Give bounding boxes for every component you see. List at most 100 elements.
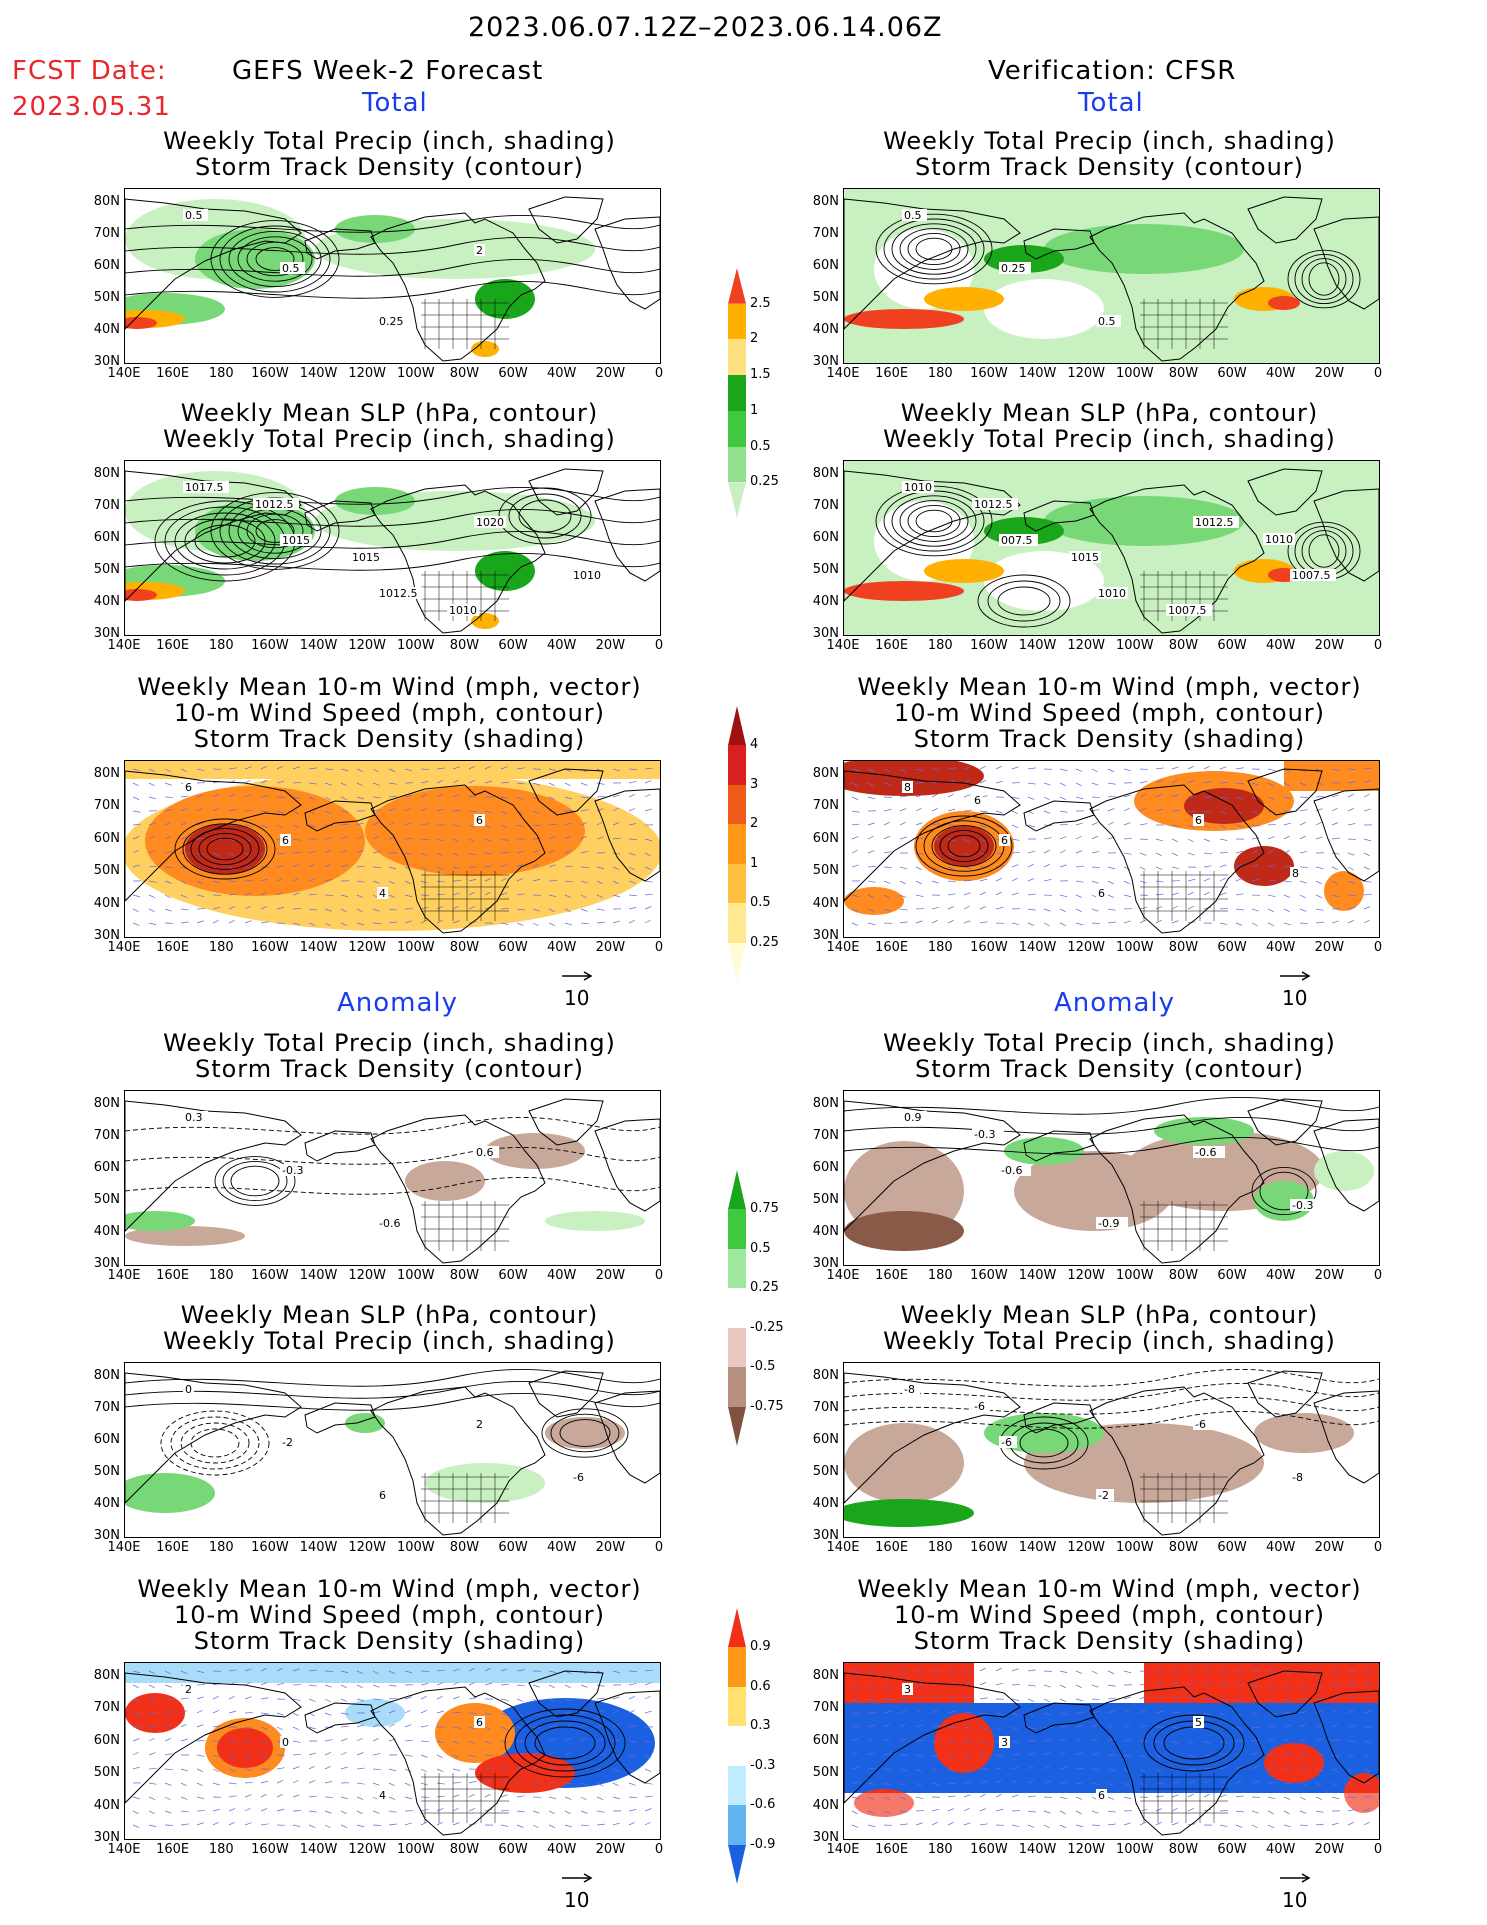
lon-tick-label: 160E <box>156 638 190 653</box>
colorbar-label: 0.9 <box>750 1639 771 1655</box>
svg-text:0: 0 <box>282 1736 289 1749</box>
lat-tick-label: 80N <box>93 1096 120 1111</box>
title-fcst-total-slp: Weekly Mean SLP (hPa, contour) Weekly To… <box>122 400 657 452</box>
svg-text:6: 6 <box>476 1716 483 1729</box>
lon-tick-label: 180 <box>208 366 234 381</box>
map-verif-total-precip: 0.5 0.25 0.5 <box>843 188 1380 364</box>
title-verif-total-precip: Weekly Total Precip (inch, shading) Stor… <box>842 128 1377 180</box>
lon-tick-label: 100W <box>396 1540 435 1555</box>
lon-tick-label: 140E <box>107 1842 141 1857</box>
svg-text:6: 6 <box>379 1489 386 1502</box>
lon-tick-label: 60W <box>1217 1842 1247 1857</box>
lat-tick-label: 40N <box>812 322 839 337</box>
svg-text:8: 8 <box>904 781 911 794</box>
colorbar-label: 3 <box>750 776 759 792</box>
lat-tick-label: 40N <box>812 594 839 609</box>
svg-text:-8: -8 <box>904 1383 915 1396</box>
lat-tick-label: 80N <box>93 1668 120 1683</box>
svg-text:1010: 1010 <box>449 604 477 617</box>
vector-ref-fcst-total: 10 <box>560 962 596 1010</box>
colorbar-label: 1 <box>750 855 759 871</box>
colorbar-swatch <box>728 1647 746 1687</box>
map-canvas: -8 -6 -2 -6 -8 -6 <box>844 1368 1379 1536</box>
colorbar-label: 1 <box>750 402 759 418</box>
lat-tick-label: 80N <box>812 466 839 481</box>
lon-tick-label: 160W <box>251 638 289 653</box>
lon-tick-label: 140E <box>107 940 141 955</box>
colorbar-label: 0.25 <box>750 1280 779 1296</box>
map-canvas: 0 -2 6 2 -6 <box>125 1368 660 1536</box>
lon-tick-label: 140E <box>826 1842 860 1857</box>
map-canvas: 0.9 -0.6 -0.9 -0.6 -0.3 -0.3 <box>844 1096 1379 1264</box>
lon-tick-label: 160E <box>156 1540 190 1555</box>
lon-tick-label: 140E <box>826 366 860 381</box>
lon-tick-label: 160W <box>970 1540 1008 1555</box>
lon-tick-label: 120W <box>1067 1842 1105 1857</box>
svg-text:-0.3: -0.3 <box>282 1164 303 1177</box>
lon-tick-label: 120W <box>348 1268 386 1283</box>
svg-text:0.25: 0.25 <box>379 315 404 328</box>
lon-tick-label: 0 <box>1373 1268 1383 1283</box>
lat-tick-label: 40N <box>93 1224 120 1239</box>
svg-text:6: 6 <box>1001 834 1008 847</box>
lon-tick-label: 40W <box>547 366 577 381</box>
svg-text:1015: 1015 <box>1071 551 1099 564</box>
lat-tick-label: 60N <box>93 530 120 545</box>
colorbar-swatch <box>728 942 746 982</box>
lat-tick-label: 70N <box>812 1700 839 1716</box>
colorbar-swatch <box>728 375 746 411</box>
colorbar-label: 0.5 <box>750 1240 771 1256</box>
lon-tick-label: 80W <box>449 638 480 653</box>
lat-tick-label: 70N <box>93 798 120 814</box>
lon-tick-label: 180 <box>927 1540 953 1555</box>
lat-tick-label: 50N <box>812 1765 839 1781</box>
map-canvas: 0.5 0.5 0.25 2 <box>125 196 660 362</box>
colorbar-swatch <box>728 903 746 943</box>
svg-text:1012.5: 1012.5 <box>379 587 418 600</box>
lon-tick-label: 160W <box>251 1268 289 1283</box>
lon-tick-label: 180 <box>208 1842 234 1857</box>
lon-tick-label: 40W <box>547 940 577 955</box>
title-line-2: 10-m Wind Speed (mph, contour) <box>893 699 1326 727</box>
lon-tick-label: 0 <box>654 1540 664 1555</box>
lon-tick-label: 140E <box>107 1268 141 1283</box>
svg-text:2: 2 <box>185 1683 192 1696</box>
vector-ref-verif-anom: 10 <box>1278 1864 1314 1912</box>
lat-tick-label: 70N <box>93 1128 120 1143</box>
colorbar-swatch <box>728 1765 746 1806</box>
lon-tick-label: 180 <box>208 1268 234 1283</box>
lon-tick-label: 60W <box>498 1540 528 1555</box>
lat-tick-label: 80N <box>812 194 839 209</box>
colorbar-track_anom <box>728 1608 746 1884</box>
svg-text:0.5: 0.5 <box>1098 315 1116 328</box>
lon-tick-label: 100W <box>1115 1842 1154 1857</box>
svg-text:4: 4 <box>379 1789 386 1802</box>
lat-tick-label: 50N <box>812 562 839 577</box>
svg-text:0: 0 <box>185 1383 192 1396</box>
vector-ref-label: 10 <box>564 1888 590 1912</box>
lon-tick-label: 80W <box>1168 638 1199 653</box>
lon-tick-label: 60W <box>1217 940 1247 955</box>
fcst-date: 2023.05.31 <box>12 92 171 122</box>
lat-tick-label: 70N <box>812 498 839 513</box>
svg-text:6: 6 <box>185 781 192 794</box>
lon-tick-label: 120W <box>1067 940 1105 955</box>
lon-tick-label: 100W <box>396 366 435 381</box>
svg-text:-0.9: -0.9 <box>1098 1217 1119 1230</box>
lon-tick-label: 180 <box>927 1842 953 1857</box>
lat-tick-label: 60N <box>812 258 839 273</box>
lon-tick-label: 40W <box>547 638 577 653</box>
lon-tick-label: 140E <box>826 638 860 653</box>
left-anomaly-label: Anomaly <box>337 988 459 1018</box>
lat-tick-label: 60N <box>812 830 839 846</box>
colorbar-swatch <box>728 1248 746 1289</box>
colorbar-label: -0.6 <box>750 1797 776 1813</box>
map-fcst-total-slp: 1017.5 1015 1012.5 1020 1010 1012.5 1015 1010 <box>124 460 661 636</box>
map-verif-total-wind: 8 6 6 6 8 6 <box>843 760 1380 938</box>
map-canvas: 0.3 -0.3 -0.6 0.6 <box>125 1098 660 1264</box>
lon-tick-label: 140W <box>1018 940 1057 955</box>
lon-tick-label: 180 <box>208 1540 234 1555</box>
lat-tick-label: 60N <box>93 258 120 273</box>
lat-tick-label: 80N <box>93 766 120 781</box>
